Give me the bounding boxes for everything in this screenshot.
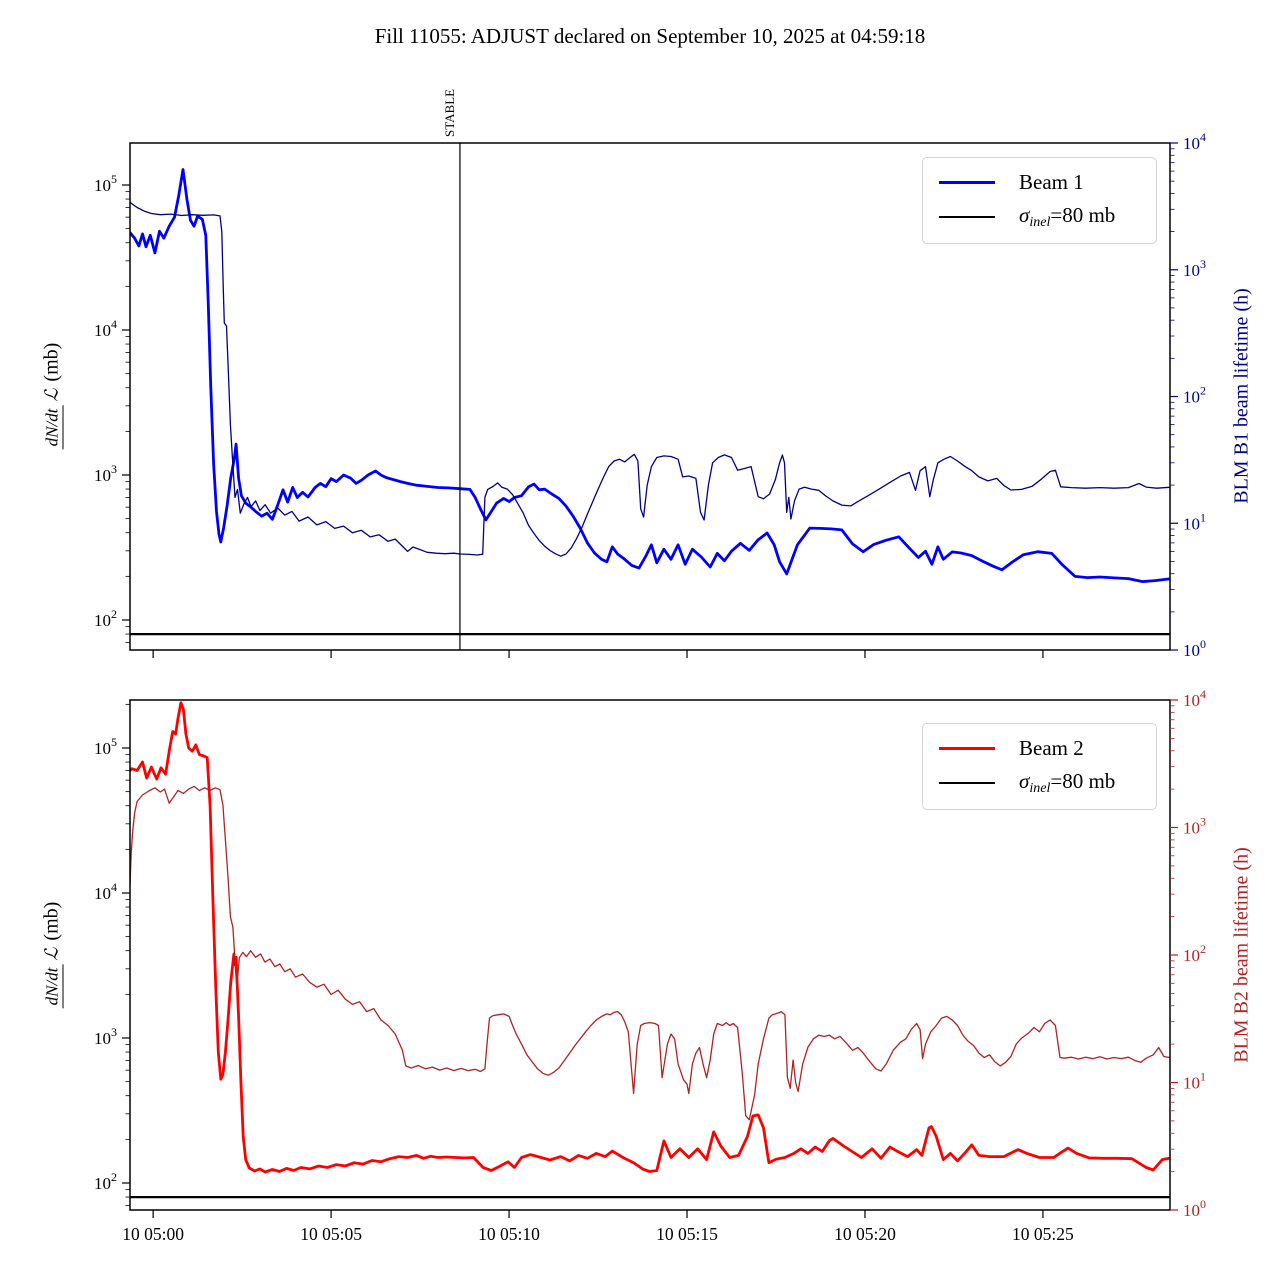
- tick-label: 104: [1183, 130, 1206, 153]
- axis-unit: (mb): [40, 342, 63, 382]
- x-tick-label: 10 05:15: [656, 1224, 718, 1244]
- legend-label-beam1: Beam 1: [1019, 170, 1084, 194]
- tick-label: 104: [1183, 687, 1206, 710]
- x-tick-label: 10 05:00: [122, 1224, 184, 1244]
- blm-b1-lifetime-axis-label: BLM B1 beam lifetime (h): [1230, 288, 1253, 504]
- legend-label-beam2: Beam 2: [1019, 736, 1084, 760]
- plot-title: Fill 11055: ADJUST declared on September…: [374, 24, 926, 48]
- x-tick-label: 10 05:25: [1012, 1224, 1074, 1244]
- tick-label: 102: [94, 607, 117, 630]
- sigma-value: =80 mb: [1050, 769, 1116, 793]
- tick-label: 100: [1183, 637, 1206, 660]
- tick-label: 103: [1183, 257, 1206, 280]
- sigma-line-swatch: [939, 782, 995, 784]
- sigma-symbol: σ: [1019, 203, 1030, 227]
- tick-label: 101: [1183, 510, 1206, 533]
- blm-b2-lifetime-line: [130, 785, 1170, 1121]
- beam2-line: [130, 701, 1170, 1174]
- tick-label: 100: [1183, 1197, 1206, 1220]
- series-group: [130, 701, 1170, 1199]
- sigma-line-swatch: [939, 216, 995, 218]
- fraction-numerator: dN/dt: [42, 964, 64, 1009]
- sigma-symbol: σ: [1019, 769, 1030, 793]
- tick-label: 102: [94, 1170, 117, 1193]
- tick-label: 103: [94, 1025, 117, 1048]
- tick-label: 102: [1183, 384, 1206, 407]
- legend-item-sigma: σinel=80 mb: [939, 769, 1140, 797]
- tick-label: 104: [94, 317, 117, 340]
- x-tick-label: 10 05:05: [300, 1224, 362, 1244]
- sigma-subscript: inel: [1029, 781, 1051, 796]
- tick-label: 105: [94, 735, 117, 758]
- fraction-denominator: ℒ: [41, 947, 62, 961]
- legend-bottom: Beam 2 σinel=80 mb: [922, 723, 1157, 810]
- legend-item-sigma: σinel=80 mb: [939, 203, 1140, 231]
- x-tick-label: 10 05:20: [834, 1224, 896, 1244]
- beam2-line-swatch: [939, 747, 995, 750]
- tick-label: 105: [94, 172, 117, 195]
- axis-unit: (mb): [40, 901, 63, 941]
- legend-item-beam1: Beam 1: [939, 170, 1140, 195]
- dndt-over-lumi-fraction: dN/dt ℒ: [41, 947, 64, 1009]
- tick-label: 101: [1183, 1070, 1206, 1093]
- series-group: [130, 168, 1170, 636]
- legend-item-beam2: Beam 2: [939, 736, 1140, 761]
- x-tick-label: 10 05:10: [478, 1224, 540, 1244]
- sigma-value: =80 mb: [1050, 203, 1116, 227]
- dndt-over-lumi-fraction: dN/dt ℒ: [41, 388, 64, 450]
- stable-annotation-label: STABLE: [442, 89, 457, 137]
- legend-label-sigma: σinel=80 mb: [1019, 203, 1115, 231]
- legend-top: Beam 1 σinel=80 mb: [922, 157, 1157, 244]
- sigma-subscript: inel: [1029, 215, 1051, 230]
- fraction-numerator: dN/dt: [42, 405, 64, 450]
- tick-label: 104: [94, 880, 117, 903]
- beam1-line-swatch: [939, 181, 995, 184]
- tick-label: 102: [1183, 942, 1206, 965]
- blm-b1-lifetime-line: [130, 201, 1170, 557]
- fraction-denominator: ℒ: [41, 388, 62, 402]
- tick-label: 103: [1183, 815, 1206, 838]
- legend-label-sigma: σinel=80 mb: [1019, 769, 1115, 797]
- tick-label: 103: [94, 462, 117, 485]
- blm-b2-lifetime-axis-label: BLM B2 beam lifetime (h): [1230, 847, 1253, 1063]
